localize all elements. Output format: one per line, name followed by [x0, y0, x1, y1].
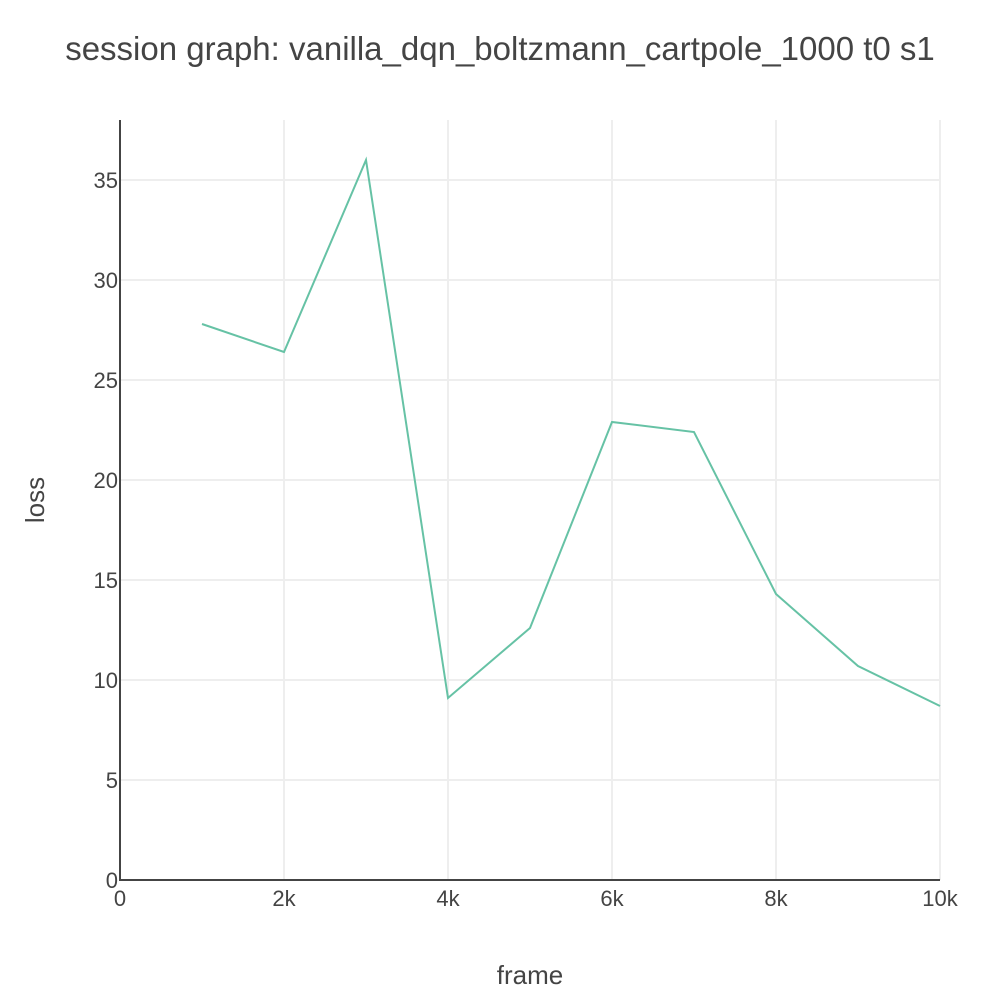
- y-tick-label: 25: [94, 368, 118, 393]
- x-tick-label: 0: [114, 886, 126, 911]
- y-tick-label: 5: [106, 768, 118, 793]
- y-axis-label: loss: [20, 477, 50, 523]
- x-tick-label: 8k: [764, 886, 788, 911]
- x-axis-label: frame: [497, 960, 563, 990]
- series-layer: [201, 156, 941, 707]
- x-tick-label: 6k: [600, 886, 624, 911]
- y-tick-label: 35: [94, 168, 118, 193]
- y-tick-label: 15: [94, 568, 118, 593]
- y-tick-label: 30: [94, 268, 118, 293]
- tick-labels: 0 2k 4k 6k 8k 10k 0 5 10 15 20 25 30 35: [94, 168, 959, 911]
- y-tick-label: 0: [106, 868, 118, 893]
- series-line: [201, 156, 941, 707]
- y-tick-label: 10: [94, 668, 118, 693]
- y-tick-label: 20: [94, 468, 118, 493]
- gridlines: [120, 120, 941, 880]
- chart-title: session graph: vanilla_dqn_boltzmann_car…: [65, 30, 935, 67]
- axes: [119, 120, 940, 881]
- x-tick-label: 2k: [272, 886, 296, 911]
- x-tick-label: 10k: [922, 886, 958, 911]
- x-tick-label: 4k: [436, 886, 460, 911]
